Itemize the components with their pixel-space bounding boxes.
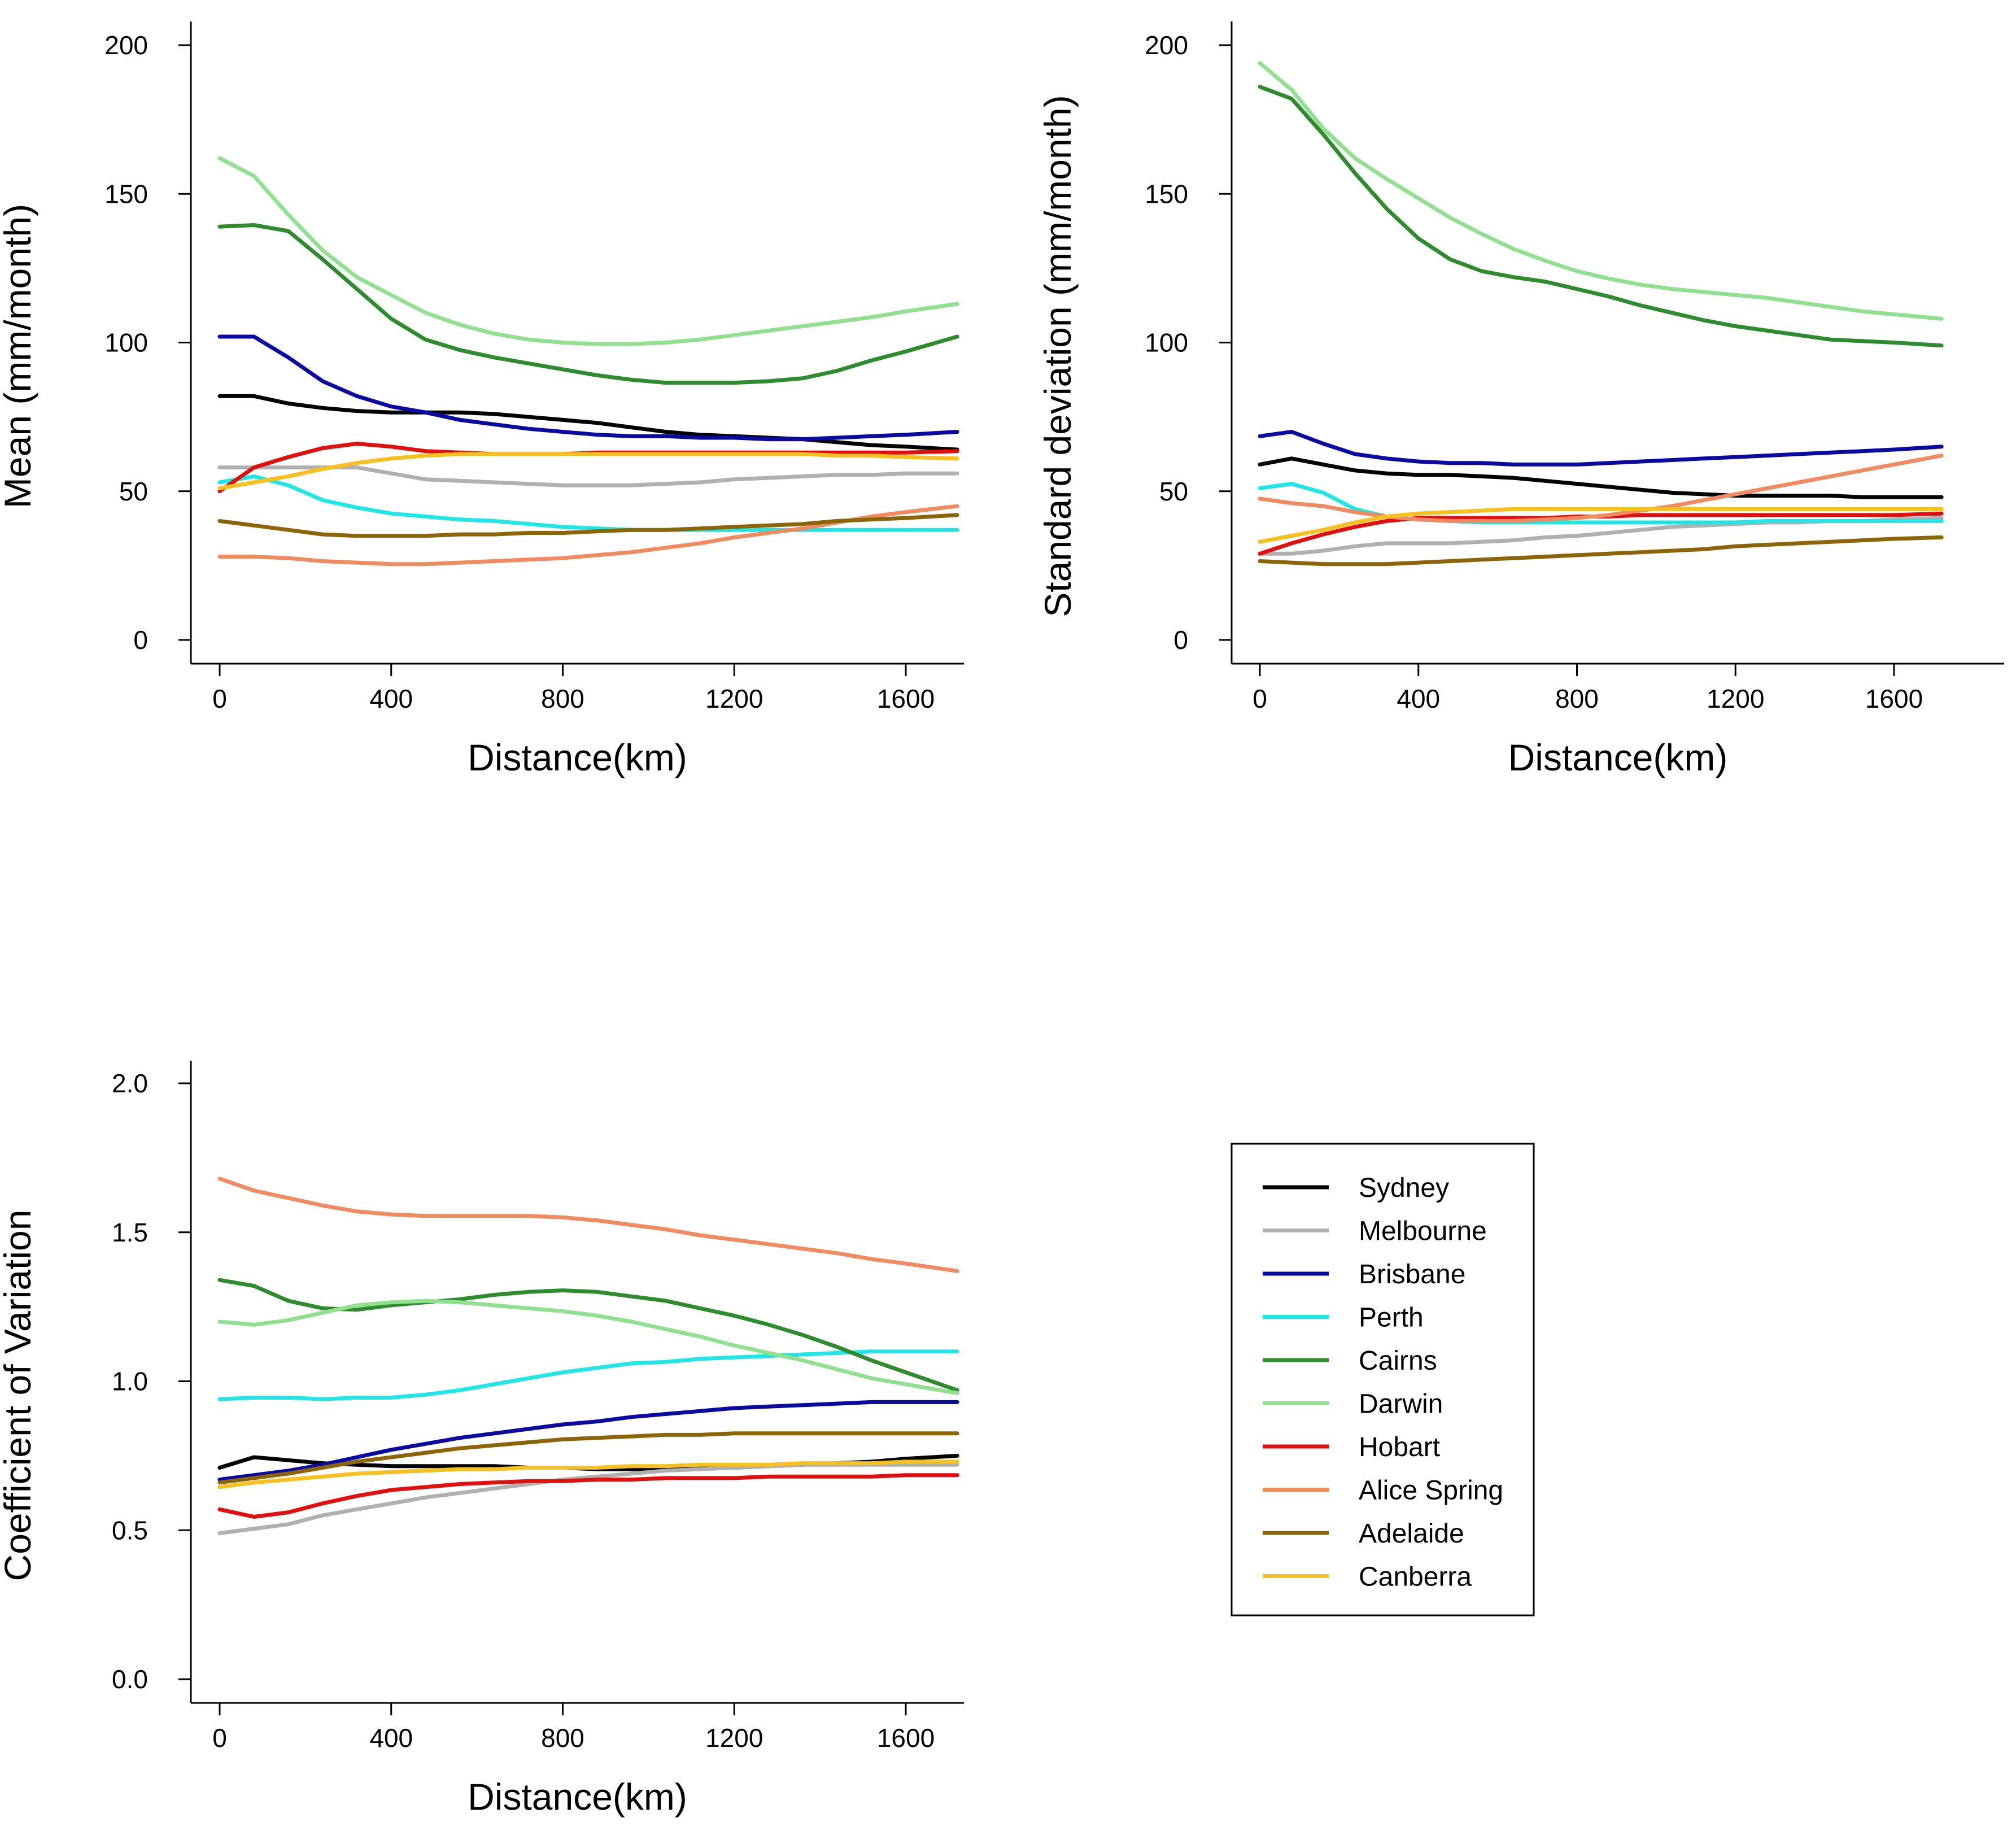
series-line-sydney <box>217 394 959 452</box>
y-tick-label: 2.0 <box>112 1069 148 1098</box>
x-tick-label: 1200 <box>705 1723 763 1753</box>
y-tick-label: 200 <box>104 31 148 60</box>
x-tick-label: 400 <box>369 1723 413 1753</box>
x-tick-label: 1600 <box>877 1723 935 1753</box>
series-line-canberra <box>217 1459 959 1489</box>
series-line-brisbane <box>1258 430 1944 467</box>
y-tick-label: 150 <box>1145 179 1188 208</box>
legend-item: Sydney <box>1263 1173 1449 1203</box>
y-axis-label: Standard deviation (mm/month) <box>1037 95 1079 617</box>
y-tick-label: 150 <box>104 179 148 208</box>
y-tick-label: 50 <box>1159 477 1188 506</box>
series-line-cairns <box>1258 85 1944 348</box>
legend-label: Perth <box>1359 1303 1424 1333</box>
x-tick-label: 800 <box>541 1723 584 1753</box>
y-tick-label: 0 <box>133 625 148 655</box>
legend-label: Brisbane <box>1359 1260 1465 1289</box>
series-line-darwin <box>217 156 959 346</box>
legend-item: Canberra <box>1263 1562 1472 1592</box>
series-line-darwin <box>1258 61 1944 321</box>
series-line-adelaide <box>217 513 959 538</box>
series-line-canberra <box>1258 507 1944 544</box>
legend-item: Adelaide <box>1263 1519 1464 1549</box>
y-tick-label: 100 <box>104 328 148 358</box>
x-tick-label: 1200 <box>705 684 763 713</box>
legend-item: Melbourne <box>1263 1217 1487 1247</box>
x-tick-label: 0 <box>1253 684 1267 713</box>
series-line-alice-spring <box>1258 454 1944 523</box>
x-axis-label: Distance(km) <box>468 737 687 778</box>
series-lines <box>1258 61 1944 567</box>
y-tick-label: 200 <box>1145 31 1188 60</box>
y-axis-label: Mean (mm/month) <box>0 204 38 508</box>
axes: 0.0 0.5 1.0 1.5 2.0 0 400 800 1200 1600 <box>112 1061 964 1753</box>
y-tick-label: 0.5 <box>112 1515 148 1545</box>
x-tick-label: 1600 <box>1865 684 1923 713</box>
x-tick-label: 800 <box>1555 684 1599 713</box>
x-tick-label: 0 <box>212 684 227 713</box>
legend-item: Brisbane <box>1263 1260 1465 1289</box>
x-axis-label: Distance(km) <box>1508 737 1728 778</box>
series-lines <box>217 1177 959 1535</box>
series-line-adelaide <box>217 1431 959 1485</box>
x-tick-label: 400 <box>1397 684 1440 713</box>
legend-item: Hobart <box>1263 1432 1440 1462</box>
series-line-canberra <box>217 452 959 490</box>
series-line-melbourne <box>217 465 959 487</box>
axes: 0 50 100 150 200 0 400 800 1200 1600 <box>1145 21 2004 713</box>
legend-label: Darwin <box>1359 1389 1443 1419</box>
series-line-brisbane <box>217 334 959 442</box>
x-tick-label: 1600 <box>877 684 935 713</box>
legend-label: Cairns <box>1359 1346 1437 1376</box>
mean-panel: 0 50 100 150 200 0 400 800 1200 1600 Distance(km) M… <box>0 21 964 778</box>
series-line-cairns <box>217 223 959 385</box>
legend-item: Darwin <box>1263 1389 1443 1419</box>
y-tick-label: 1.0 <box>112 1367 148 1396</box>
series-line-brisbane <box>217 1400 959 1482</box>
legend-label: Hobart <box>1359 1432 1440 1462</box>
legend-box <box>1230 1143 1535 1617</box>
series-line-sydney <box>1258 456 1944 499</box>
legend: Sydney Melbourne Brisbane Perth Cairns Darwin… <box>1230 1143 1535 1617</box>
x-axis-label: Distance(km) <box>468 1776 687 1818</box>
legend-item: Cairns <box>1263 1346 1437 1376</box>
series-line-alice-spring <box>217 504 959 567</box>
coefficient-of-variation-panel: 0.0 0.5 1.0 1.5 2.0 0 400 800 1200 1600 Distance(k… <box>0 1061 964 1818</box>
y-tick-label: 50 <box>119 477 148 506</box>
series-line-perth <box>217 1349 959 1401</box>
y-tick-label: 1.5 <box>112 1218 148 1247</box>
y-tick-label: 100 <box>1145 328 1188 358</box>
legend-label: Alice Spring <box>1359 1476 1503 1506</box>
series-line-hobart <box>217 1473 959 1519</box>
axes: 0 50 100 150 200 0 400 800 1200 1600 <box>104 21 964 713</box>
legend-label: Melbourne <box>1359 1217 1487 1247</box>
x-tick-label: 1200 <box>1707 684 1764 713</box>
x-tick-label: 0 <box>212 1723 227 1753</box>
legend-label: Adelaide <box>1359 1519 1464 1549</box>
x-tick-label: 400 <box>369 684 413 713</box>
series-line-adelaide <box>1258 535 1944 567</box>
series-line-darwin <box>217 1299 959 1396</box>
legend-item: Perth <box>1263 1303 1424 1333</box>
legend-label: Canberra <box>1359 1562 1472 1592</box>
y-tick-label: 0 <box>1173 625 1188 655</box>
legend-item: Alice Spring <box>1263 1476 1503 1506</box>
series-line-perth <box>217 474 959 532</box>
series-line-alice-spring <box>217 1177 959 1273</box>
standard-deviation-panel: 0 50 100 150 200 0 400 800 1200 1600 Distance(km) S… <box>1037 21 2004 778</box>
legend-label: Sydney <box>1359 1173 1449 1203</box>
series-lines <box>217 156 959 567</box>
y-axis-label: Coefficient of Variation <box>0 1210 38 1581</box>
x-tick-label: 800 <box>541 684 584 713</box>
y-tick-label: 0.0 <box>112 1665 148 1694</box>
